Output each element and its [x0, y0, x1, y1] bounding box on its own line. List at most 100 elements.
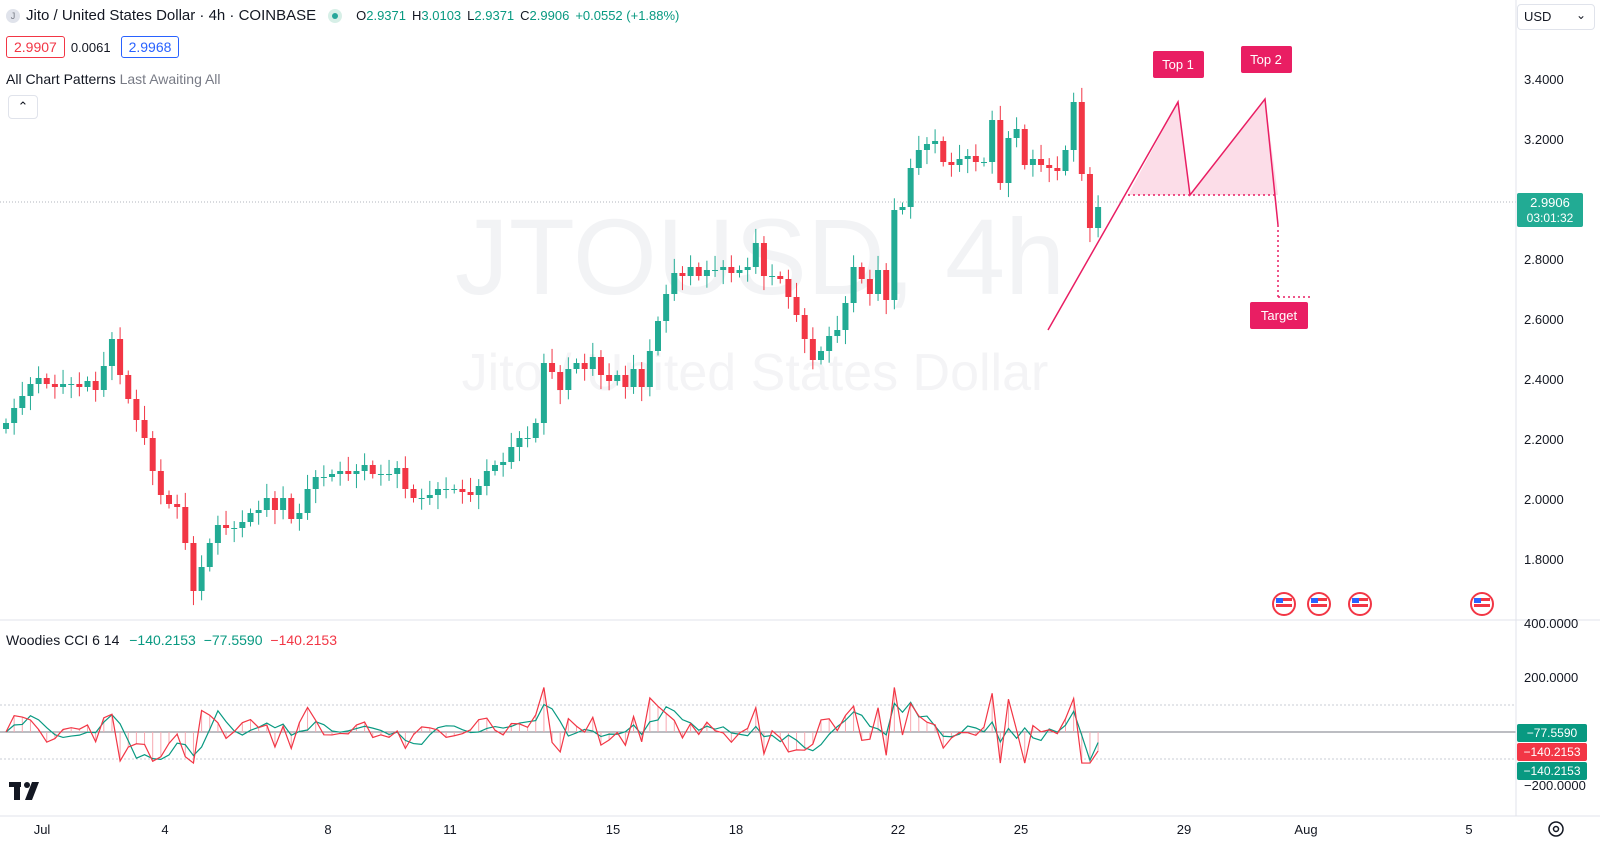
us-flag-event-icon[interactable]	[1307, 592, 1331, 616]
gear-icon[interactable]	[1548, 821, 1564, 837]
ohlc-high: 3.0103	[421, 8, 462, 23]
candle-body	[744, 267, 751, 270]
spread-value: 0.0061	[70, 40, 111, 55]
candle-body	[948, 162, 955, 165]
symbol-title[interactable]: Jito / United States Dollar · 4h · COINB…	[26, 7, 317, 24]
candle-body	[133, 399, 140, 420]
svg-text:Target: Target	[1261, 308, 1298, 323]
target-label: Target	[1250, 302, 1308, 329]
candle-body	[972, 156, 979, 162]
cci-axis-label: 200.0000	[1524, 670, 1578, 685]
candle-body	[467, 492, 474, 495]
pattern-indicator-params: Last Awaiting All	[119, 71, 221, 87]
candle-body	[785, 279, 792, 297]
candle-body	[875, 270, 882, 294]
candle-body	[981, 162, 987, 163]
candle-body	[557, 372, 564, 390]
candle-body	[394, 468, 401, 474]
candle-body	[377, 474, 384, 475]
candle-body	[1021, 129, 1028, 165]
pattern-fill	[1128, 99, 1278, 195]
cci-legend[interactable]: Woodies CCI 6 14 −140.2153 −77.5590 −140…	[6, 632, 337, 648]
candle-body	[663, 294, 670, 321]
candle-body	[801, 315, 808, 339]
candle-body	[27, 384, 34, 396]
tradingview-logo-icon[interactable]	[8, 775, 48, 803]
candle-body	[923, 144, 930, 150]
candle-body	[51, 384, 58, 387]
candle-body	[500, 462, 507, 465]
candle-body	[866, 279, 873, 294]
time-axis-label: 4	[161, 822, 168, 837]
candle-body	[736, 270, 743, 273]
time-axis-label: 25	[1014, 822, 1028, 837]
time-axis-label: 29	[1177, 822, 1191, 837]
candle-body	[1038, 159, 1045, 165]
candle-body	[932, 141, 939, 144]
cci-params: 6 14	[92, 632, 120, 648]
svg-text:03:01:32: 03:01:32	[1527, 211, 1574, 225]
candle-body	[818, 351, 824, 360]
candle-body	[695, 267, 702, 276]
candle-body	[687, 267, 694, 276]
candle-body	[280, 498, 287, 510]
candle-body	[84, 381, 91, 387]
cci-slow-line	[5, 701, 1099, 762]
candle-body	[231, 528, 238, 529]
top1-label: Top 1	[1153, 51, 1204, 78]
candle-body	[769, 276, 776, 277]
candle-body	[369, 465, 376, 474]
cci-value-2: −77.5590	[203, 632, 263, 648]
svg-text:−77.5590: −77.5590	[1527, 726, 1578, 740]
candle-body	[964, 156, 971, 159]
candle-body	[353, 471, 360, 474]
candle-body	[255, 510, 262, 513]
candle-body	[312, 477, 319, 489]
candle-body	[19, 396, 26, 408]
candle-body	[638, 369, 645, 387]
candle-body	[247, 513, 254, 522]
us-flag-event-icon[interactable]	[1348, 592, 1372, 616]
candle-body	[524, 438, 531, 439]
chevron-up-icon[interactable]: ⌃	[8, 95, 38, 119]
candle-body	[263, 498, 270, 510]
currency-select[interactable]: USD ⌄	[1517, 4, 1595, 30]
pattern-indicator-legend[interactable]: All Chart Patterns Last Awaiting All	[6, 71, 221, 87]
time-axis-label: 18	[729, 822, 743, 837]
candle-body	[35, 378, 42, 384]
candle-body	[190, 543, 197, 591]
cci-value-1: −140.2153	[129, 632, 196, 648]
candle-body	[329, 474, 335, 477]
sell-price-button[interactable]: 2.9907	[6, 36, 65, 58]
candlestick-series	[3, 87, 1102, 606]
candle-body	[1095, 207, 1102, 228]
symbol-legend[interactable]: J Jito / United States Dollar · 4h · COIN…	[6, 7, 685, 24]
ohlc-open-label: O	[356, 8, 367, 23]
time-axis-label: 22	[891, 822, 905, 837]
candle-body	[540, 363, 547, 423]
time-axis-label: 5	[1465, 822, 1472, 837]
candle-body	[410, 489, 417, 498]
market-status-icon[interactable]	[328, 9, 343, 24]
us-flag-event-icon[interactable]	[1272, 592, 1296, 616]
candle-body	[271, 498, 278, 510]
us-flag-event-icon[interactable]	[1470, 592, 1494, 616]
cci-tag-fast: −140.2153	[1517, 743, 1587, 761]
candle-body	[573, 363, 580, 369]
candle-body	[182, 507, 189, 543]
candle-body	[728, 267, 735, 273]
cci-tag-slow: −77.5590	[1517, 724, 1587, 742]
double-top-pattern	[1047, 97, 1310, 331]
candle-body	[459, 489, 466, 492]
candle-body	[11, 408, 18, 423]
price-axis-label: 1.8000	[1524, 552, 1564, 567]
bid-ask-row: 2.9907 0.0061 2.9968	[6, 36, 185, 58]
candle-body	[100, 366, 107, 390]
candle-body	[361, 465, 368, 471]
buy-price-button[interactable]: 2.9968	[120, 36, 180, 58]
candle-body	[891, 210, 898, 300]
candle-body	[386, 474, 393, 475]
candle-body	[125, 375, 132, 399]
candle-body	[508, 447, 515, 462]
